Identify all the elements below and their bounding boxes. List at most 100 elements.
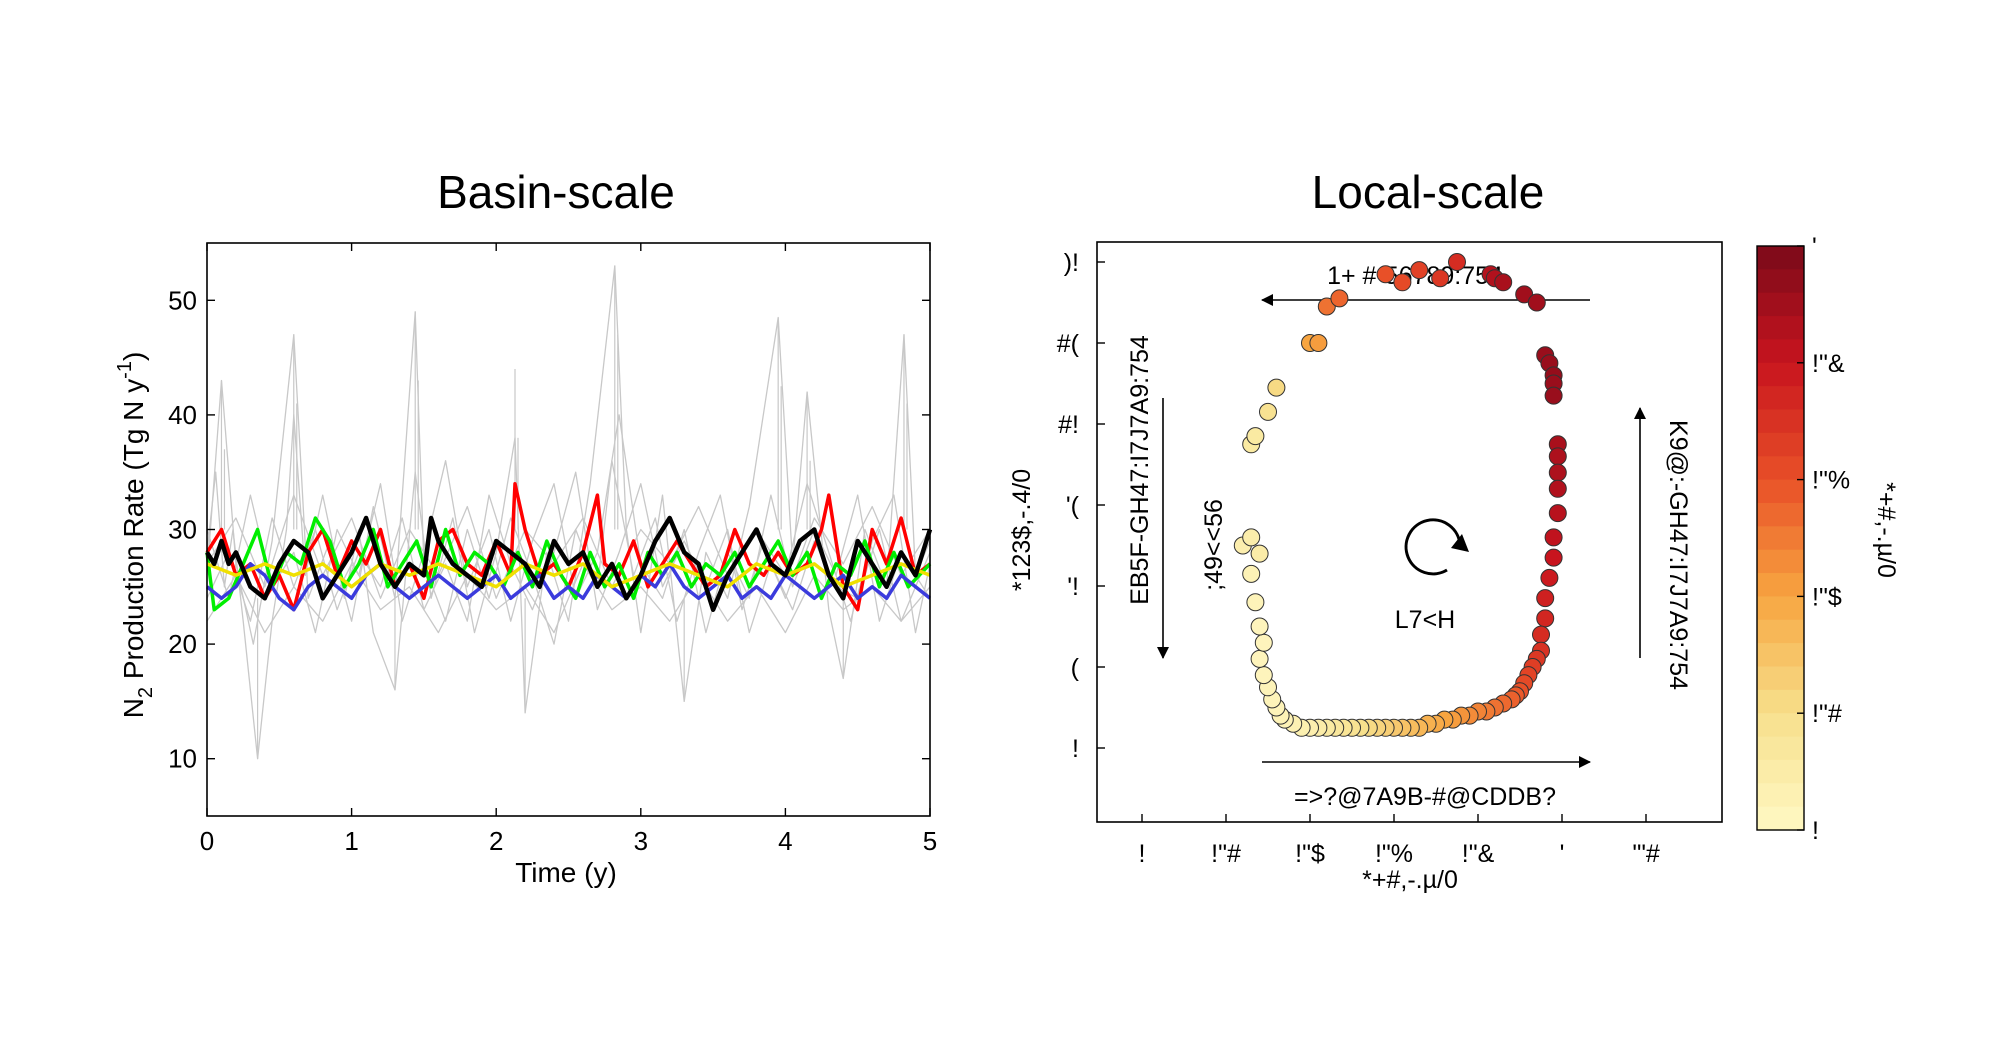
scatter-point: [1448, 253, 1466, 271]
colorbar-band: [1757, 292, 1804, 317]
x-tick-label: !"#: [1211, 840, 1241, 868]
ensemble-line: [206, 265, 931, 760]
colorbar-band: [1757, 316, 1804, 341]
colorbar-ticks: ! !"# !"$ !"% !"& ': [1797, 233, 1850, 845]
colorbar-band: [1757, 432, 1804, 457]
scatter-point: [1242, 564, 1261, 583]
x-tick-label: 0: [200, 826, 214, 856]
scatter-point: [1259, 402, 1277, 421]
annotation-center: L7<H: [1395, 606, 1455, 634]
colorbar-band: [1757, 386, 1804, 411]
y-tick-label: #(: [1057, 330, 1080, 358]
colorbar-tick-label: !"%: [1812, 467, 1850, 495]
basin-x-ticks: 0 1 2 3 4 5: [200, 243, 937, 856]
scatter-point: [1250, 617, 1269, 636]
y-tick-label: 10: [168, 744, 197, 774]
scatter-point: [1532, 625, 1550, 644]
colorbar-band: [1757, 806, 1804, 831]
scatter-point: [1242, 528, 1261, 547]
colorbar-tick-label: !"#: [1812, 700, 1842, 728]
scatter-point: [1515, 285, 1534, 304]
y-tick-label: 20: [168, 629, 197, 659]
local-chart-title: Local-scale: [1312, 166, 1545, 218]
colorbar-tick-label: !"&: [1812, 350, 1845, 378]
scatter-point: [1544, 528, 1563, 547]
basin-x-axis-label: Time (y): [515, 857, 617, 888]
x-tick-label: 5: [923, 826, 937, 856]
ylabel-main: Production Rate (Tg N y: [118, 379, 149, 687]
colorbar-band: [1757, 736, 1804, 761]
x-tick-label: 4: [778, 826, 792, 856]
series-line: [205, 562, 932, 612]
scatter-point: [1254, 666, 1273, 685]
x-tick-label: !"&: [1462, 840, 1495, 868]
x-tick-label: '"#: [1632, 840, 1660, 868]
scatter-point: [1410, 261, 1429, 280]
scatter-point: [1536, 609, 1555, 628]
x-tick-label: !"$: [1295, 840, 1325, 868]
scatter-point: [1548, 447, 1567, 466]
ensemble-line: [206, 311, 931, 645]
y-tick-label: '(: [1066, 492, 1080, 520]
clockwise-circle-arrow-icon: [1404, 518, 1469, 576]
annotation-bottom: =>?@7A9B-#@CDDB?: [1294, 783, 1556, 811]
colorbar-band: [1757, 269, 1804, 294]
colorbar-frame: [1756, 245, 1805, 831]
local-plot-frame: [1096, 241, 1723, 823]
colorbar-band: [1757, 643, 1804, 668]
scatter-point: [1376, 265, 1395, 284]
series-line: [205, 515, 933, 612]
basin-y-ticks: 10 20 30 40 50: [168, 285, 930, 774]
basin-y-axis-label: N2 Production Rate (Tg N y-1): [114, 352, 157, 719]
scatter-point: [1527, 293, 1546, 312]
ylabel-sup: -1: [114, 361, 136, 379]
colorbar-band: [1757, 456, 1804, 481]
colorbar-band: [1757, 526, 1804, 551]
local-y-axis-label: *123$,-.4/0: [1008, 469, 1036, 591]
colorbar: [1756, 245, 1805, 831]
scatter-point: [1548, 504, 1567, 523]
ylabel-sub: 2: [135, 687, 157, 698]
scatter-point: [1544, 548, 1563, 567]
scatter-point: [1254, 633, 1273, 652]
local-x-ticks: ! !"# !"$ !"% !"& ' '"#: [1139, 814, 1660, 868]
y-tick-label: 30: [168, 515, 197, 545]
colorbar-band: [1757, 246, 1804, 270]
colorbar-band: [1757, 573, 1804, 597]
x-tick-label: ': [1560, 840, 1565, 868]
y-tick-label: (: [1071, 654, 1080, 682]
scatter-point: [1246, 593, 1265, 612]
local-y-ticks: ! ('! '(#! #()!: [1057, 249, 1105, 763]
x-tick-label: 2: [489, 826, 503, 856]
colorbar-band: [1757, 713, 1804, 738]
scatter-point: [1540, 568, 1559, 587]
colorbar-band: [1757, 479, 1804, 504]
colorbar-band: [1757, 502, 1804, 527]
annotation-right: K9@:-GH47:I7J7A9:754: [1664, 420, 1692, 690]
ensemble-line: [206, 563, 931, 634]
scatter-point: [1393, 273, 1412, 292]
annotation-left: EB5F-GH47:I7J7A9:754: [1126, 335, 1154, 605]
y-tick-label: 40: [168, 400, 197, 430]
colorbar-band: [1757, 409, 1804, 434]
colorbar-band: [1757, 689, 1804, 714]
colorbar-tick-label: ': [1812, 233, 1817, 261]
local-scale-panel: Local-scale ! !"# !"$ !"% !"& ' '"# ! ('! '(#! #(…: [1008, 166, 1900, 894]
y-tick-label: )!: [1064, 249, 1079, 277]
y-tick-label: #!: [1058, 411, 1079, 439]
colorbar-band: [1757, 619, 1804, 644]
ylabel-n: N: [118, 698, 149, 718]
x-tick-label: 3: [634, 826, 648, 856]
scatter-point: [1494, 273, 1513, 292]
colorbar-label: *+#,-.µ/0: [1872, 482, 1900, 578]
x-tick-label: !"%: [1375, 840, 1413, 868]
scatter-point: [1250, 649, 1269, 668]
x-tick-label: 1: [344, 826, 358, 856]
basin-series-lines: [205, 265, 933, 760]
ylabel-close: ): [118, 352, 149, 361]
colorbar-band: [1757, 362, 1804, 387]
y-tick-label: !: [1072, 735, 1079, 763]
local-scatter-points: [1233, 253, 1567, 737]
colorbar-tick-label: !: [1812, 817, 1819, 845]
annotation-left-inner: ;49<<56: [1200, 499, 1228, 591]
